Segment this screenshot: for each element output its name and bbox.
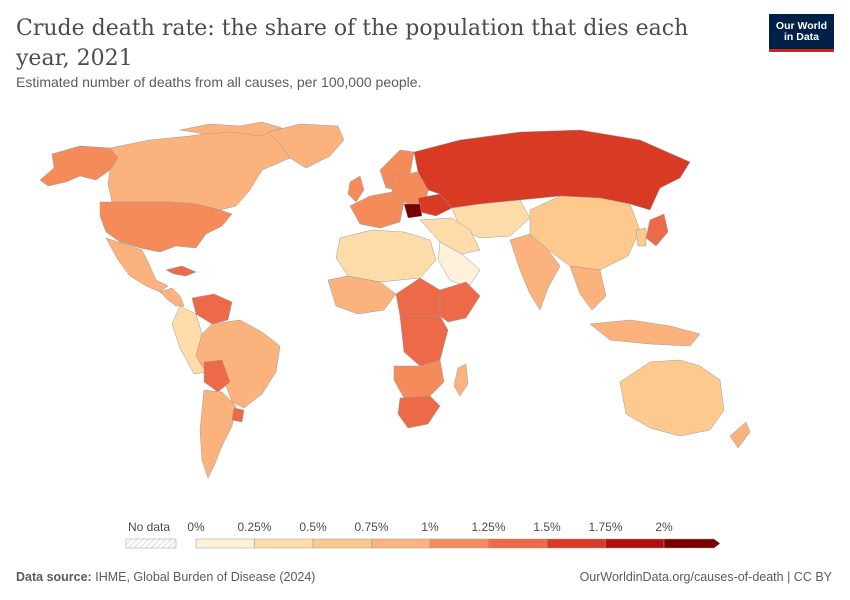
owid-logo[interactable]: Our World in Data bbox=[769, 14, 834, 52]
region-cuba[interactable] bbox=[165, 265, 197, 277]
legend-tick-label: 1.25% bbox=[471, 520, 505, 534]
legend-bin bbox=[254, 538, 314, 549]
region-uk[interactable] bbox=[347, 175, 365, 203]
region-southeast-asia[interactable] bbox=[569, 265, 607, 311]
region-alaska[interactable] bbox=[39, 145, 119, 187]
legend-no-data-swatch bbox=[125, 538, 177, 549]
region-indonesia[interactable] bbox=[589, 319, 701, 347]
region-korea[interactable] bbox=[635, 227, 647, 247]
region-southern-africa[interactable] bbox=[393, 359, 445, 399]
legend-tick-label: 2% bbox=[655, 520, 673, 534]
region-bulgaria[interactable] bbox=[403, 203, 423, 219]
legend-bin bbox=[605, 538, 665, 549]
legend-bin bbox=[371, 538, 431, 549]
footer-source: Data source: IHME, Global Burden of Dise… bbox=[16, 570, 315, 584]
legend-tick-label: 0.75% bbox=[354, 520, 388, 534]
legend-bin bbox=[312, 538, 372, 549]
region-east-africa[interactable] bbox=[399, 315, 449, 367]
region-somalia[interactable] bbox=[439, 281, 481, 323]
footer-url[interactable]: OurWorldinData.org/causes-of-death | CC … bbox=[579, 570, 832, 584]
source-text: IHME, Global Burden of Disease (2024) bbox=[95, 570, 316, 584]
logo-line-2: in Data bbox=[783, 30, 819, 43]
region-australia[interactable] bbox=[619, 359, 725, 437]
legend-tick-label: 0% bbox=[187, 520, 205, 534]
region-bolivia[interactable] bbox=[203, 359, 231, 393]
legend-tick-label: 1.5% bbox=[533, 520, 561, 534]
source-label: Data source: bbox=[16, 570, 92, 584]
legend-bin bbox=[488, 538, 548, 549]
logo-line-1: Our World bbox=[775, 19, 828, 32]
region-madagascar[interactable] bbox=[453, 363, 469, 397]
region-india[interactable] bbox=[509, 233, 561, 311]
legend-no-data-label: No data bbox=[128, 520, 170, 534]
legend-bin bbox=[429, 538, 489, 549]
legend-tick-label: 1% bbox=[421, 520, 439, 534]
world-map[interactable] bbox=[0, 110, 850, 510]
region-venezuela[interactable] bbox=[191, 293, 233, 325]
color-legend: No data 0% 0.25% 0.5% 0.75% 1% 1.25% 1.5% 1.75%… bbox=[125, 520, 721, 549]
region-uruguay[interactable] bbox=[231, 407, 245, 423]
region-new-zealand[interactable] bbox=[729, 421, 751, 449]
legend-bin bbox=[546, 538, 606, 549]
region-west-africa[interactable] bbox=[327, 275, 397, 315]
region-greenland[interactable] bbox=[267, 123, 345, 169]
chart-subtitle: Estimated number of deaths from all caus… bbox=[16, 74, 422, 90]
legend-bin bbox=[195, 538, 255, 549]
region-usa[interactable] bbox=[99, 201, 233, 253]
region-mexico[interactable] bbox=[105, 237, 169, 293]
region-arctic-islands[interactable] bbox=[179, 121, 283, 137]
legend-tick-label: 0.5% bbox=[299, 520, 327, 534]
legend-tick-label: 1.75% bbox=[588, 520, 622, 534]
region-argentina[interactable] bbox=[199, 389, 237, 479]
region-central-america[interactable] bbox=[159, 287, 185, 307]
region-south-africa[interactable] bbox=[397, 395, 441, 429]
region-north-africa[interactable] bbox=[335, 229, 437, 283]
region-brazil[interactable] bbox=[195, 319, 281, 409]
chart-title: Crude death rate: the share of the popul… bbox=[16, 16, 689, 71]
region-western-europe[interactable] bbox=[349, 191, 405, 229]
legend-bin bbox=[663, 538, 721, 549]
region-russia[interactable] bbox=[413, 129, 691, 211]
legend-tick-label: 0.25% bbox=[237, 520, 271, 534]
region-canada[interactable] bbox=[107, 129, 301, 211]
region-japan[interactable] bbox=[645, 213, 669, 247]
